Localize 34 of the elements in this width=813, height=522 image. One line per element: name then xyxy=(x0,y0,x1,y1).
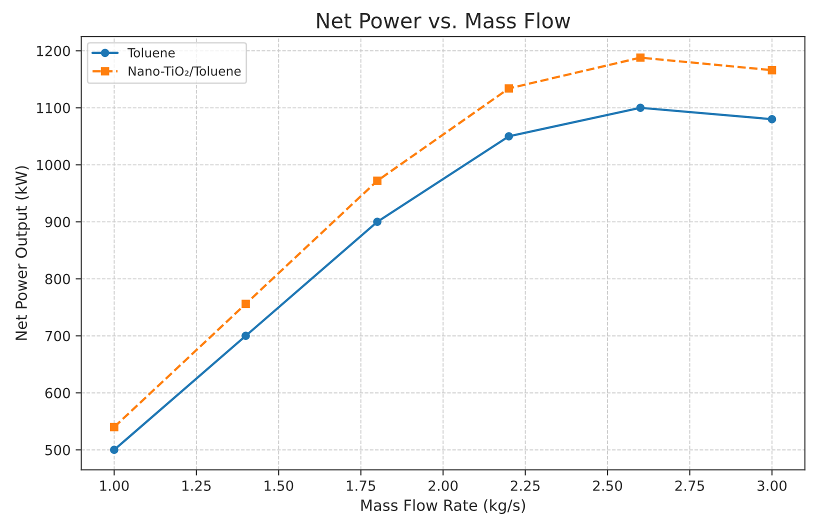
point xyxy=(504,84,514,93)
y-tick-label: 1200 xyxy=(37,46,70,56)
x-tick-label: 1.00 xyxy=(100,480,129,491)
point xyxy=(504,132,514,140)
x-tick-label: 2.75 xyxy=(675,480,704,491)
y-tick-label: 500 xyxy=(45,444,70,456)
point xyxy=(636,53,645,62)
x-tick-label: 3.00 xyxy=(758,480,787,491)
legend-label: Nano-TiO₂/Toluene xyxy=(128,66,241,77)
y-tick-label: 1100 xyxy=(37,102,70,114)
point xyxy=(110,446,118,454)
x-tick-label: 1.25 xyxy=(182,480,211,491)
y-tick-label: 1000 xyxy=(37,160,70,170)
y-tick-label: 800 xyxy=(45,274,70,284)
x-tick-label: 2.00 xyxy=(428,480,458,491)
y-tick-label: 600 xyxy=(45,388,70,398)
point xyxy=(242,332,250,340)
y-tick-label: 700 xyxy=(46,330,70,342)
point xyxy=(373,176,382,185)
x-tick-label: 1.50 xyxy=(264,480,294,491)
point xyxy=(242,300,250,308)
y-tick-label: 900 xyxy=(45,216,70,228)
point xyxy=(768,66,776,74)
legend-label: Toluene xyxy=(128,48,175,58)
y-axis-title: Net Power Output (kW) xyxy=(15,166,30,340)
x-axis-title: Mass Flow Rate (kg/s) xyxy=(361,499,526,514)
point xyxy=(768,115,776,124)
point xyxy=(636,104,645,112)
x-tick-label: 1.75 xyxy=(346,480,376,491)
point xyxy=(373,218,382,226)
x-tick-label: 2.25 xyxy=(510,480,540,491)
point xyxy=(110,422,118,432)
chart-title: Net Power vs. Mass Flow xyxy=(317,12,570,29)
x-tick-label: 2.50 xyxy=(593,480,622,491)
